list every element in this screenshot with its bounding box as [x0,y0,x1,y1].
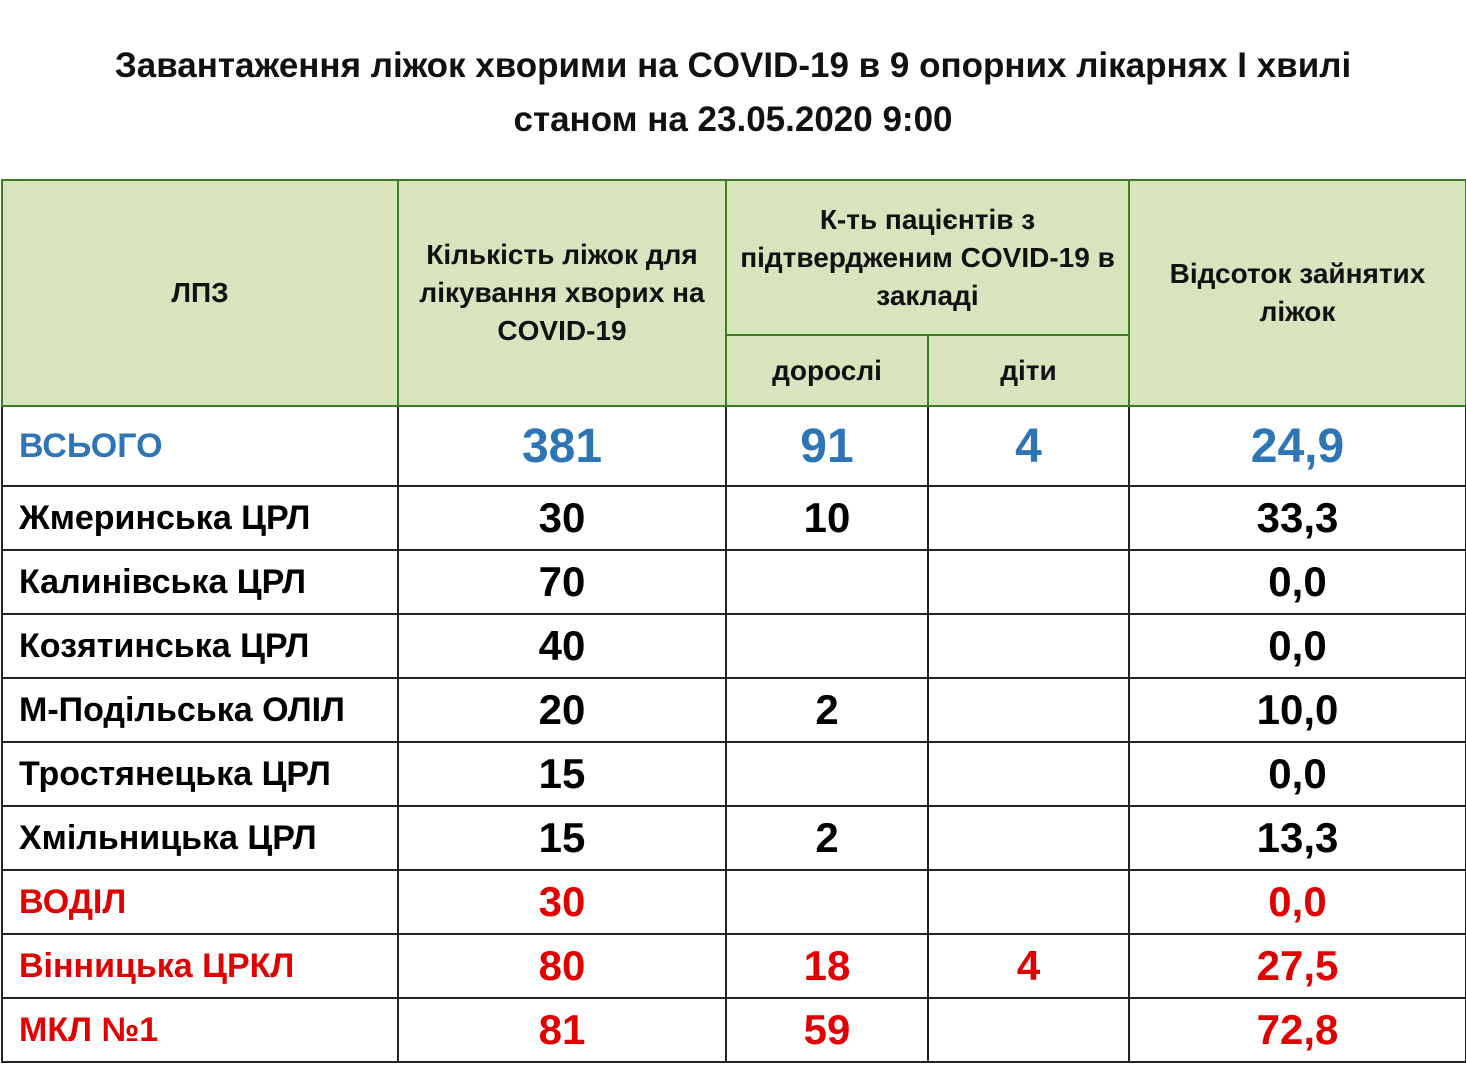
row-label: МКЛ №1 [1,997,399,1063]
row-label: Хмільницька ЦРЛ [1,805,399,871]
table-row: М-Подільська ОЛІЛ 20 2 10,0 [1,677,1466,743]
subheader-cell: діти [927,334,1130,407]
cell-value: 10 [725,485,929,551]
table-row: Хмільницька ЦРЛ 15 2 13,3 [1,805,1466,871]
cell-value: 40 [397,613,727,679]
table-row: ВОДІЛ 30 0,0 [1,869,1466,935]
cell-value: 80 [397,933,727,999]
row-label: Жмеринська ЦРЛ [1,485,399,551]
cell-value [725,549,929,615]
cell-value: 4 [927,933,1130,999]
header-cell: Кількість ліжок для лікування хворих на … [397,179,727,407]
cell-value: 70 [397,549,727,615]
cell-value: 81 [397,997,727,1063]
cell-value: 24,9 [1128,405,1466,487]
cell-value [927,869,1130,935]
header-cell: ЛПЗ [1,179,399,407]
cell-value: 27,5 [1128,933,1466,999]
row-label: Тростянецька ЦРЛ [1,741,399,807]
header-cell: К-ть пацієнтів з підтвердженим COVID-19 … [725,179,1130,336]
cell-value: 30 [397,869,727,935]
cell-value [927,485,1130,551]
table-row: Вінницька ЦРКЛ 80 18 4 27,5 [1,933,1466,999]
header-cell: Відсоток зайнятих ліжок [1128,179,1466,407]
table-row: Калинівська ЦРЛ 70 0,0 [1,549,1466,615]
cell-value [725,741,929,807]
cell-value: 30 [397,485,727,551]
cell-value [927,741,1130,807]
title-line: станом на 23.05.2020 9:00 [513,100,953,139]
cell-value: 10,0 [1128,677,1466,743]
cell-value: 13,3 [1128,805,1466,871]
cell-value: 0,0 [1128,549,1466,615]
cell-value [725,613,929,679]
cell-value [927,677,1130,743]
cell-value: 15 [397,741,727,807]
table-row: Жмеринська ЦРЛ 30 10 33,3 [1,485,1466,551]
row-label: Козятинська ЦРЛ [1,613,399,679]
cell-value: 0,0 [1128,869,1466,935]
table-row: Тростянецька ЦРЛ 15 0,0 [1,741,1466,807]
table-row: Козятинська ЦРЛ 40 0,0 [1,613,1466,679]
cell-value: 15 [397,805,727,871]
cell-value: 4 [927,405,1130,487]
cell-value: 91 [725,405,929,487]
row-label: ВОДІЛ [1,869,399,935]
cell-value: 0,0 [1128,741,1466,807]
row-label: М-Подільська ОЛІЛ [1,677,399,743]
subheader-cell: дорослі [725,334,929,407]
cell-value [725,869,929,935]
cell-value [927,549,1130,615]
cell-value: 2 [725,677,929,743]
cell-value [927,613,1130,679]
cell-value: 0,0 [1128,613,1466,679]
table: ЛПЗ Кількість ліжок для лікування хворих… [1,179,1466,1063]
cell-value: 2 [725,805,929,871]
row-label: Вінницька ЦРКЛ [1,933,399,999]
table-row: ВСЬОГО 381 91 4 24,9 [1,405,1466,487]
cell-value [927,997,1130,1063]
row-label: Калинівська ЦРЛ [1,549,399,615]
title-line: Завантаження ліжок хворими на COVID-19 в… [114,46,1352,85]
cell-value: 381 [397,405,727,487]
cell-value: 33,3 [1128,485,1466,551]
cell-value: 20 [397,677,727,743]
cell-value: 59 [725,997,929,1063]
table-row: МКЛ №1 81 59 72,8 [1,997,1466,1063]
cell-value: 72,8 [1128,997,1466,1063]
cell-value [927,805,1130,871]
cell-value: 18 [725,933,929,999]
row-label: ВСЬОГО [1,405,399,487]
